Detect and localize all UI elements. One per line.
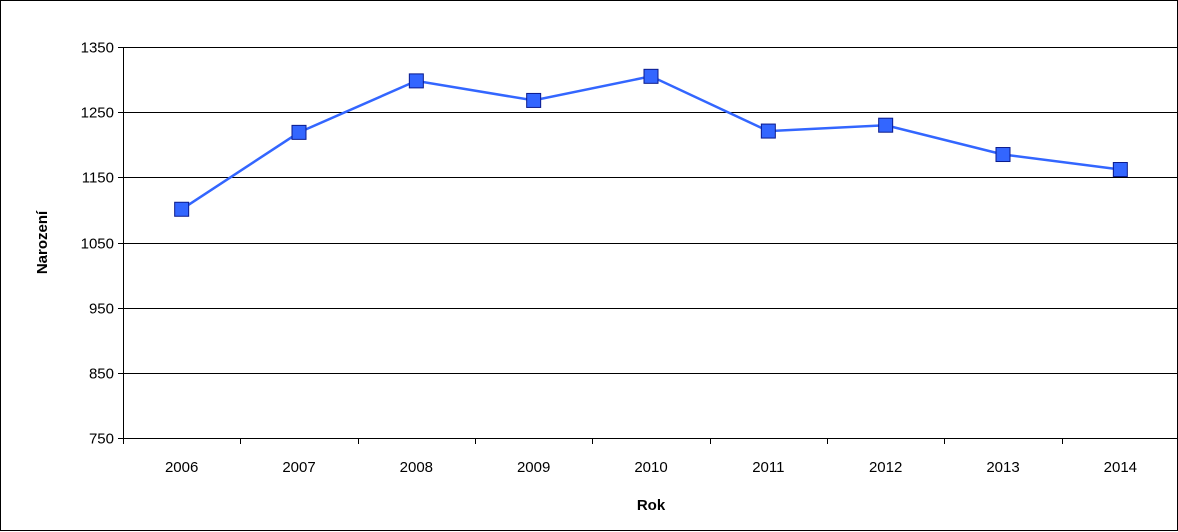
x-tick-label: 2012 bbox=[869, 459, 902, 476]
x-tick-label: 2007 bbox=[282, 459, 315, 476]
y-axis-title: Narození bbox=[34, 210, 51, 274]
data-point-marker bbox=[878, 117, 894, 133]
x-tick-label: 2011 bbox=[752, 459, 784, 476]
y-tick-label: 850 bbox=[89, 366, 114, 383]
data-point-marker bbox=[760, 123, 776, 139]
x-axis-title: Rok bbox=[637, 497, 666, 514]
y-tick-label: 1350 bbox=[81, 40, 114, 57]
x-tick-label: 2009 bbox=[517, 459, 550, 476]
data-point-marker bbox=[643, 68, 659, 84]
x-tick-label: 2014 bbox=[1104, 459, 1137, 476]
x-tick-label: 2013 bbox=[986, 459, 1019, 476]
data-point-marker bbox=[1112, 162, 1128, 178]
series bbox=[174, 68, 1128, 217]
y-tick-labels: 750 850 950 1050 1150 1250 1350 bbox=[81, 40, 114, 448]
x-tick-label: 2008 bbox=[400, 459, 433, 476]
gridlines bbox=[123, 47, 1178, 374]
x-tick-labels: 2006 2007 2008 2009 2010 2011 2012 2013 2014 bbox=[165, 459, 1137, 476]
y-tick-label: 1250 bbox=[81, 105, 114, 122]
y-tick-label: 750 bbox=[89, 431, 114, 448]
data-point-marker bbox=[174, 201, 190, 217]
x-tick-label: 2006 bbox=[165, 459, 198, 476]
data-point-marker bbox=[526, 92, 542, 108]
x-tick-label: 2010 bbox=[634, 459, 667, 476]
axes bbox=[118, 47, 1178, 444]
series-line bbox=[181, 74, 1121, 211]
data-point-marker bbox=[291, 124, 307, 140]
data-point-marker bbox=[408, 73, 424, 89]
y-tick-label: 950 bbox=[89, 301, 114, 318]
data-point-marker bbox=[995, 147, 1011, 163]
y-tick-label: 1150 bbox=[82, 170, 114, 187]
y-tick-label: 1050 bbox=[81, 236, 114, 253]
